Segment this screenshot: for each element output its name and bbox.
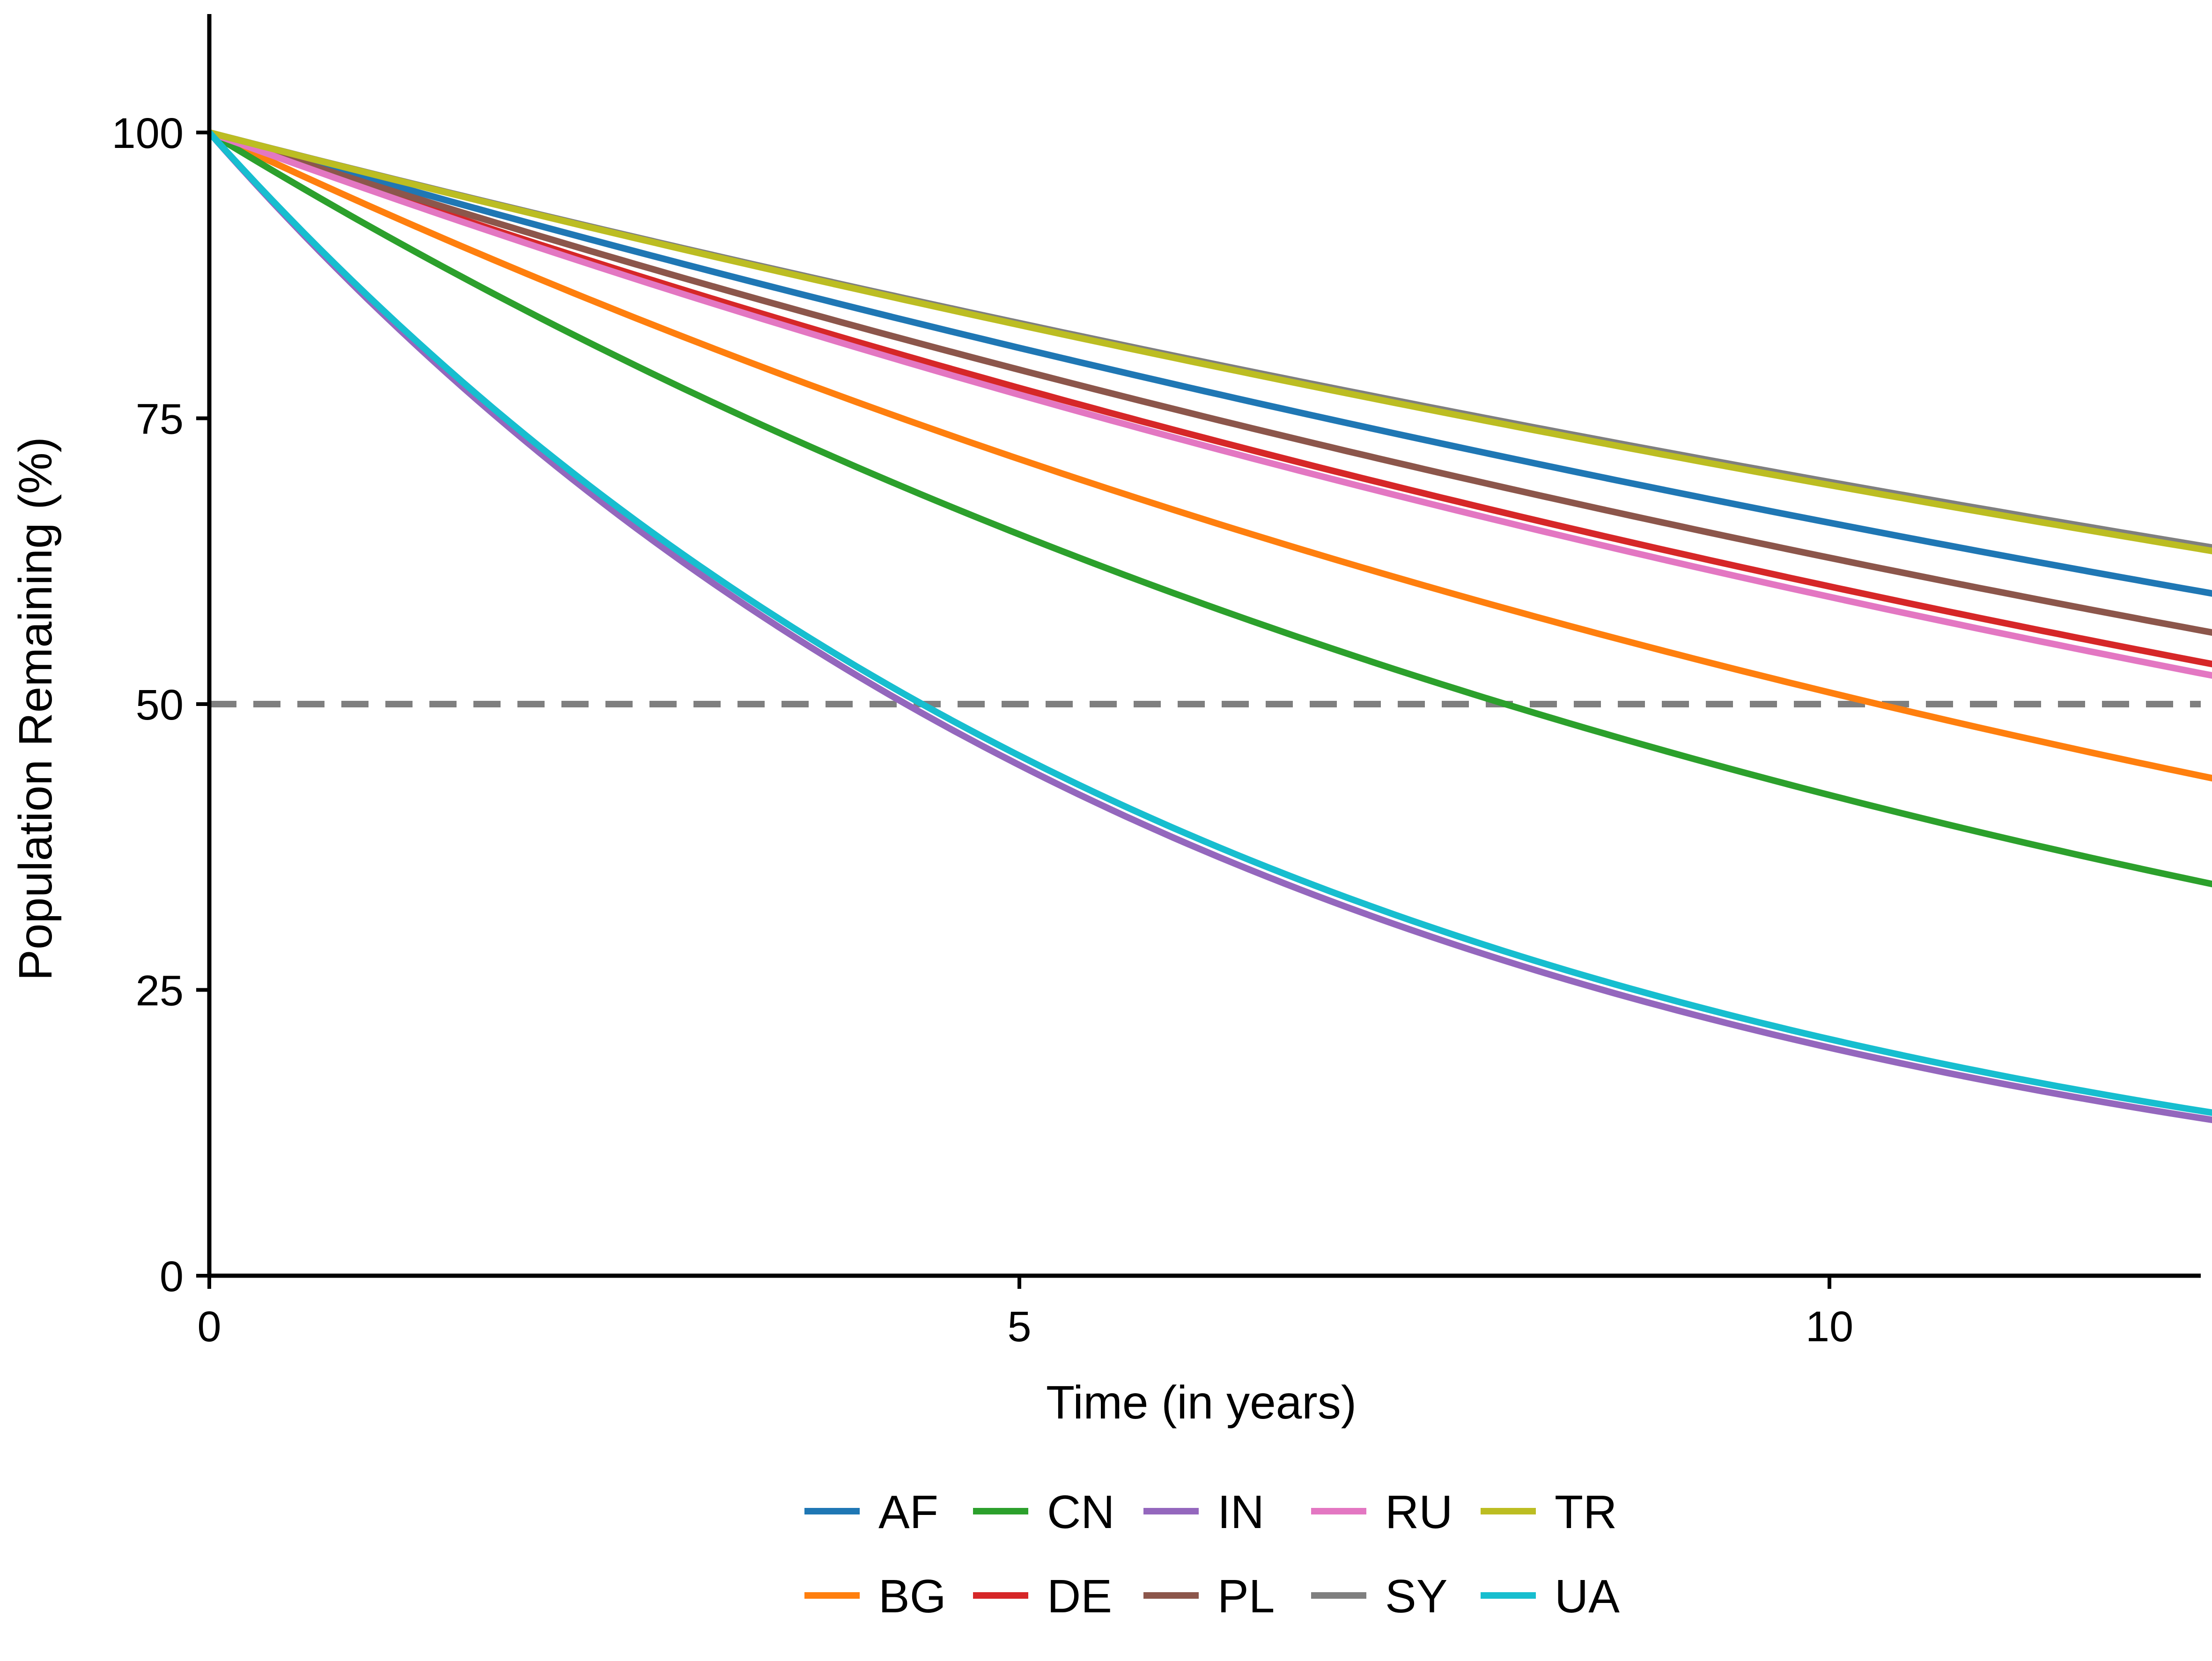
legend-label-bg: BG xyxy=(878,1570,946,1623)
x-tick-label-10: 10 xyxy=(1806,1303,1853,1351)
x-tick-label-0: 0 xyxy=(197,1303,221,1351)
series-line-cn xyxy=(209,132,2212,1125)
legend-label-cn: CN xyxy=(1047,1486,1114,1538)
legend-label-ua: UA xyxy=(1555,1570,1620,1623)
y-tick-label-75: 75 xyxy=(136,396,184,443)
legend-label-in: IN xyxy=(1217,1486,1264,1538)
legend: AF BG CN DE IN PL RU SY TR UA xyxy=(804,1486,1620,1623)
y-tick-label-0: 0 xyxy=(160,1253,184,1301)
series-line-pl xyxy=(209,132,2212,891)
y-tick-label-25: 25 xyxy=(136,967,184,1015)
y-axis-label: Population Remaining (%) xyxy=(9,437,62,981)
legend-label-de: DE xyxy=(1047,1570,1112,1623)
x-tick-label-5: 5 xyxy=(1007,1303,1031,1351)
series-layer xyxy=(209,132,2212,1249)
series-line-sy xyxy=(209,132,2212,789)
x-axis-label: Time (in years) xyxy=(1046,1376,1357,1429)
legend-label-ru: RU xyxy=(1385,1486,1453,1538)
ticks-layer: 051015200255075100 xyxy=(112,110,2212,1351)
legend-label-af: AF xyxy=(878,1486,938,1538)
y-tick-label-100: 100 xyxy=(112,110,184,157)
legend-label-sy: SY xyxy=(1385,1570,1447,1623)
legend-label-pl: PL xyxy=(1217,1570,1275,1623)
axes-layer xyxy=(209,14,2201,1276)
series-line-de xyxy=(209,132,2212,926)
y-tick-label-50: 50 xyxy=(136,681,184,729)
legend-label-tr: TR xyxy=(1555,1486,1617,1538)
series-line-bg xyxy=(209,132,2212,1039)
